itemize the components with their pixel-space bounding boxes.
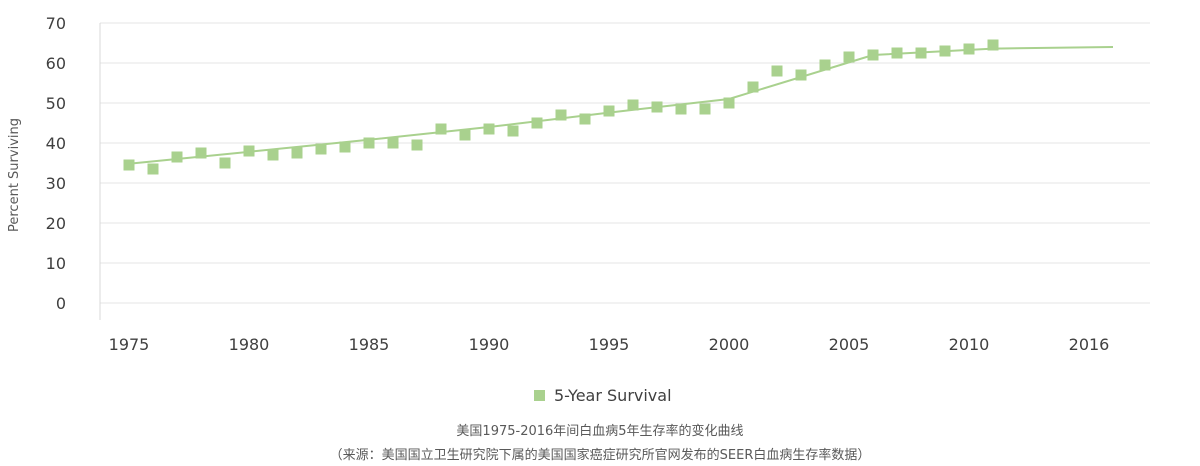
y-tick-label: 40 (46, 134, 66, 153)
data-point[interactable] (267, 149, 279, 161)
trendline (128, 46, 1114, 165)
caption-source: （来源：美国国立卫生研究院下属的美国国家癌症研究所官网发布的SEER白血病生存率… (329, 448, 871, 463)
data-point[interactable] (795, 69, 807, 81)
data-point[interactable] (603, 105, 615, 117)
x-tick-label: 2005 (829, 335, 870, 354)
x-tick-label: 1995 (589, 335, 630, 354)
gridlines (100, 22, 1150, 304)
y-tick-label: 30 (46, 174, 66, 193)
data-point[interactable] (363, 137, 375, 149)
data-point[interactable] (819, 59, 831, 71)
y-tick-label: 70 (46, 14, 66, 33)
x-tick-label: 1985 (349, 335, 390, 354)
data-point[interactable] (291, 147, 303, 159)
x-tick-label: 2016 (1069, 335, 1110, 354)
data-point[interactable] (147, 163, 159, 175)
data-point[interactable] (579, 113, 591, 125)
legend-label: 5-Year Survival (554, 386, 672, 405)
y-tick-labels: 0 10 20 30 40 50 60 70 (46, 14, 66, 313)
data-point[interactable] (411, 139, 423, 151)
data-point[interactable] (555, 109, 567, 121)
y-tick-label: 10 (46, 254, 66, 273)
data-point[interactable] (675, 103, 687, 115)
data-point[interactable] (747, 81, 759, 93)
y-tick-label: 50 (46, 94, 66, 113)
data-point[interactable] (387, 137, 399, 149)
data-point[interactable] (219, 157, 231, 169)
data-point[interactable] (891, 47, 903, 59)
data-point[interactable] (699, 103, 711, 115)
y-tick-label: 0 (56, 294, 66, 313)
data-point[interactable] (939, 45, 951, 57)
y-axis-title: Percent Surviving (7, 118, 22, 232)
legend-marker (534, 390, 545, 401)
data-point[interactable] (507, 125, 519, 137)
y-tick-label: 20 (46, 214, 66, 233)
data-point[interactable] (459, 129, 471, 141)
data-point[interactable] (987, 39, 999, 51)
data-point[interactable] (771, 65, 783, 77)
data-point[interactable] (339, 141, 351, 153)
x-tick-label: 2010 (949, 335, 990, 354)
x-tick-label: 1980 (229, 335, 270, 354)
data-point[interactable] (171, 151, 183, 163)
data-point[interactable] (483, 123, 495, 135)
data-point[interactable] (843, 51, 855, 63)
legend[interactable]: 5-Year Survival (534, 386, 672, 405)
data-point[interactable] (315, 143, 327, 155)
data-point[interactable] (243, 145, 255, 157)
trendline-layer (128, 46, 1114, 165)
data-point[interactable] (867, 49, 879, 61)
data-point[interactable] (435, 123, 447, 135)
data-point[interactable] (195, 147, 207, 159)
data-points (123, 39, 999, 175)
data-point[interactable] (531, 117, 543, 129)
caption-title: 美国1975-2016年间白血病5年生存率的变化曲线 (456, 424, 744, 439)
data-point[interactable] (123, 159, 135, 171)
data-point[interactable] (627, 99, 639, 111)
x-tick-label: 2000 (709, 335, 750, 354)
x-tick-labels: 1975 1980 1985 1990 1995 2000 2005 2010 2016 (109, 335, 1110, 354)
x-tick-label: 1975 (109, 335, 150, 354)
data-point[interactable] (963, 43, 975, 55)
y-tick-label: 60 (46, 54, 66, 73)
x-tick-label: 1990 (469, 335, 510, 354)
data-point[interactable] (915, 47, 927, 59)
data-point[interactable] (723, 97, 735, 109)
data-point[interactable] (651, 101, 663, 113)
